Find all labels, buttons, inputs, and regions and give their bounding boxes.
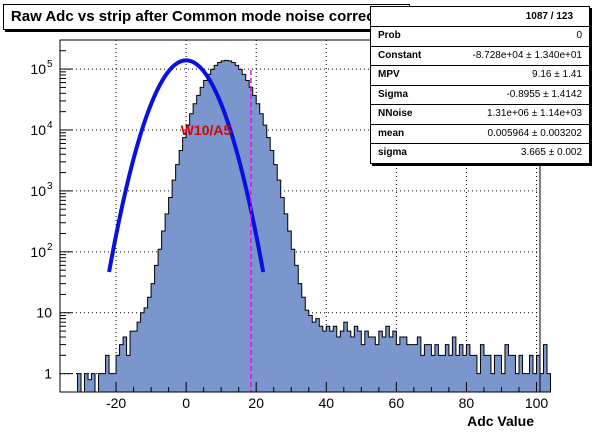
histogram-bars bbox=[60, 59, 552, 393]
x-tick-label: 0 bbox=[182, 395, 190, 411]
stats-key: Constant bbox=[378, 49, 422, 61]
x-tick-label: 40 bbox=[318, 395, 334, 411]
y-tick-label: 10 bbox=[30, 244, 46, 260]
stats-row: NNoise 1.31e+06 ± 1.14e+03 bbox=[371, 104, 589, 123]
stats-key: Prob bbox=[378, 30, 401, 41]
stats-key: sigma bbox=[378, 147, 407, 158]
y-tick-exponent: 3 bbox=[47, 181, 53, 192]
histogram-area bbox=[60, 59, 552, 393]
stats-key: Sigma bbox=[378, 88, 409, 100]
stats-divider bbox=[371, 104, 589, 105]
fit-curve bbox=[107, 58, 266, 273]
y-tick-label: 10 bbox=[30, 122, 46, 138]
x-axis-ticks: -20 0 20 40 60 80 100 bbox=[80, 382, 549, 411]
stats-key: MPV bbox=[378, 69, 400, 80]
y-tick-exponent: 2 bbox=[47, 242, 53, 253]
x-tick-label: -20 bbox=[106, 395, 126, 411]
x-tick-label: 20 bbox=[248, 395, 264, 411]
stats-row: sigma 3.665 ± 0.002 bbox=[371, 143, 589, 162]
stats-value: 0.005964 ± 0.003202 bbox=[487, 127, 582, 139]
stats-value: 9.16 ± 1.41 bbox=[532, 69, 582, 80]
x-axis-label: Adc Value bbox=[467, 413, 534, 429]
gaussian-fit-line bbox=[107, 58, 266, 273]
chart-title: Raw Adc vs strip after Common mode noise… bbox=[3, 4, 410, 30]
chart-annotation: W10/A5 bbox=[181, 122, 232, 138]
stats-box: 1087 / 123 Prob 0 Constant -8.728e+04 ± 1.3… bbox=[370, 6, 590, 164]
stats-value: 1.31e+06 ± 1.14e+03 bbox=[486, 108, 582, 119]
y-tick-label: 10 bbox=[30, 183, 46, 199]
y-tick-exponent: 4 bbox=[47, 120, 53, 131]
stats-divider bbox=[371, 65, 589, 66]
stats-key: NNoise bbox=[378, 108, 413, 119]
stats-divider bbox=[371, 84, 589, 86]
stats-value: -0.8955 ± 1.4142 bbox=[506, 88, 582, 100]
stats-row: Prob 0 bbox=[371, 26, 589, 45]
y-tick-label: 10 bbox=[30, 61, 46, 77]
stats-divider bbox=[371, 26, 589, 27]
stats-divider bbox=[371, 143, 589, 144]
x-tick-label: 60 bbox=[389, 395, 405, 411]
stats-row: MPV 9.16 ± 1.41 bbox=[371, 65, 589, 84]
stats-header: 1087 / 123 bbox=[525, 11, 573, 22]
y-tick-exponent: 5 bbox=[47, 59, 53, 70]
stats-value: 3.665 ± 0.002 bbox=[520, 147, 582, 158]
x-tick-label: 100 bbox=[525, 395, 549, 411]
stats-row: Constant -8.728e+04 ± 1.340e+01 bbox=[371, 46, 589, 65]
stats-value: -8.728e+04 ± 1.340e+01 bbox=[472, 49, 582, 61]
stats-divider bbox=[371, 123, 589, 125]
stats-divider bbox=[371, 45, 589, 47]
stats-row: Sigma -0.8955 ± 1.4142 bbox=[371, 85, 589, 104]
stats-key: mean bbox=[378, 127, 405, 139]
x-tick-label: 80 bbox=[459, 395, 475, 411]
stats-row: mean 0.005964 ± 0.003202 bbox=[371, 124, 589, 143]
y-tick-label: 1 bbox=[44, 366, 52, 382]
plot-frame bbox=[59, 39, 541, 393]
y-tick-label: 10 bbox=[36, 305, 52, 321]
stats-value: 0 bbox=[576, 30, 582, 41]
